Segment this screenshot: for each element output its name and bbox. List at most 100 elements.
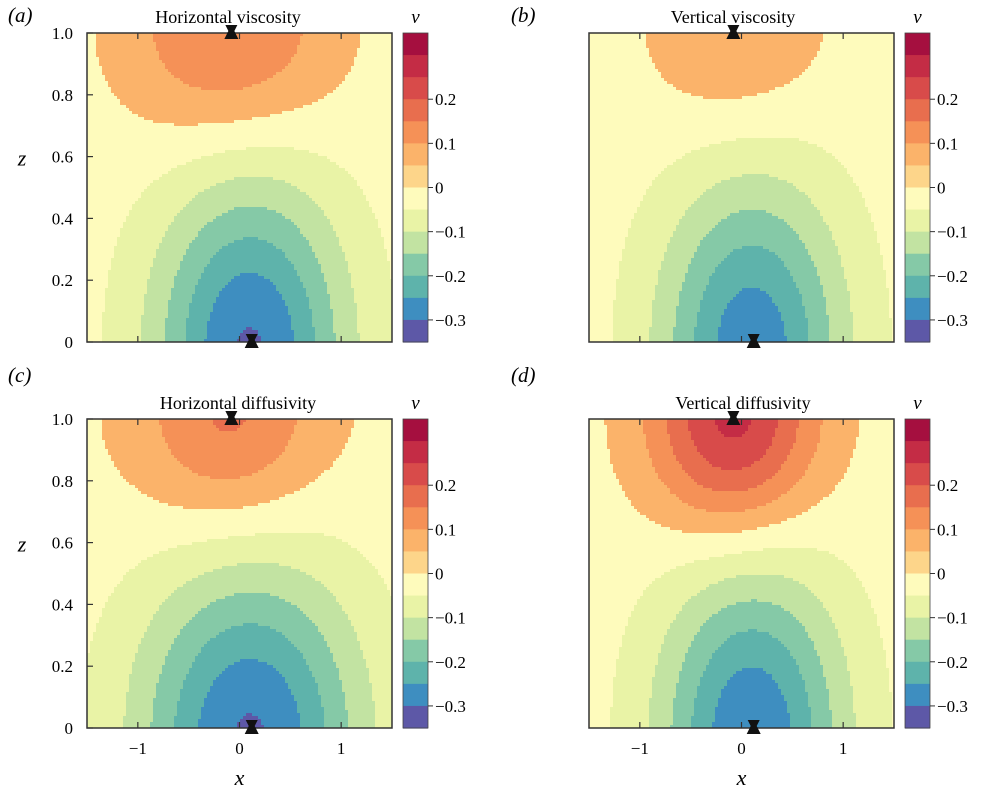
field-cell [189,39,193,43]
field-cell [198,54,202,58]
field-cell [141,168,145,172]
field-cell [261,150,265,154]
field-cell [189,42,193,46]
field-cell [111,48,115,52]
field-cell [261,51,265,55]
field-cell [351,144,355,148]
field-cell [324,99,328,103]
field-cell [195,162,199,166]
field-cell [144,99,148,103]
field-cell [132,141,136,145]
field-cell [147,174,151,178]
field-cell [180,36,184,40]
field-cell [357,129,361,133]
field-cell [126,177,130,181]
field-cell [270,159,274,163]
field-cell [192,45,196,49]
field-cell [186,90,190,94]
field-cell [147,45,151,49]
field-cell [300,141,304,145]
field-cell [372,72,376,76]
field-cell [117,72,121,76]
field-cell [354,33,358,37]
field-cell [153,57,157,61]
field-cell [240,72,244,76]
field-cell [225,126,229,130]
field-cell [210,42,214,46]
field-cell [168,42,172,46]
field-cell [132,102,136,106]
field-cell [99,93,103,97]
field-cell [171,102,175,106]
field-cell [123,114,127,118]
field-cell [375,108,379,112]
field-cell [381,36,385,40]
field-cell [117,60,121,64]
field-cell [189,84,193,88]
field-cell [150,33,154,37]
field-cell [177,126,181,130]
field-cell [318,60,322,64]
field-cell [237,141,241,145]
field-cell [255,66,259,70]
field-cell [261,60,265,64]
field-cell [243,168,247,172]
field-cell [225,159,229,163]
field-cell [270,135,274,139]
field-cell [162,159,166,163]
field-cell [102,141,106,145]
field-cell [372,96,376,100]
field-cell [102,48,106,52]
field-cell [192,168,196,172]
field-cell [282,51,286,55]
field-cell [159,144,163,148]
field-cell [309,54,313,58]
field-cell [153,66,157,70]
field-cell [141,96,145,100]
field-cell [282,165,286,169]
field-cell [327,168,331,172]
field-cell [156,96,160,100]
field-cell [381,117,385,121]
field-cell [252,165,256,169]
field-cell [252,117,256,121]
field-cell [159,48,163,52]
field-cell [228,123,232,127]
field-cell [333,156,337,160]
field-cell [375,69,379,73]
field-cell [336,90,340,94]
field-cell [168,60,172,64]
field-cell [213,138,217,142]
field-cell [147,63,151,67]
field-cell [309,144,313,148]
field-cell [384,33,388,37]
field-cell [132,66,136,70]
field-cell [174,171,178,175]
field-cell [183,162,187,166]
field-cell [165,90,169,94]
field-cell [132,126,136,130]
field-cell [384,84,388,88]
field-cell [141,63,145,67]
field-cell [285,81,289,85]
field-cell [171,54,175,58]
field-cell [213,114,217,118]
field-cell [201,84,205,88]
field-cell [222,159,226,163]
field-cell [102,168,106,172]
field-cell [174,78,178,82]
field-cell [339,168,343,172]
field-cell [135,66,139,70]
field-cell [252,81,256,85]
field-cell [369,168,373,172]
field-cell [144,48,148,52]
field-cell [309,105,313,109]
field-cell [240,168,244,172]
field-cell [216,108,220,112]
field-cell [336,72,340,76]
field-cell [258,33,262,37]
field-cell [138,93,142,97]
field-cell [135,93,139,97]
field-cell [240,57,244,61]
field-cell [369,108,373,112]
